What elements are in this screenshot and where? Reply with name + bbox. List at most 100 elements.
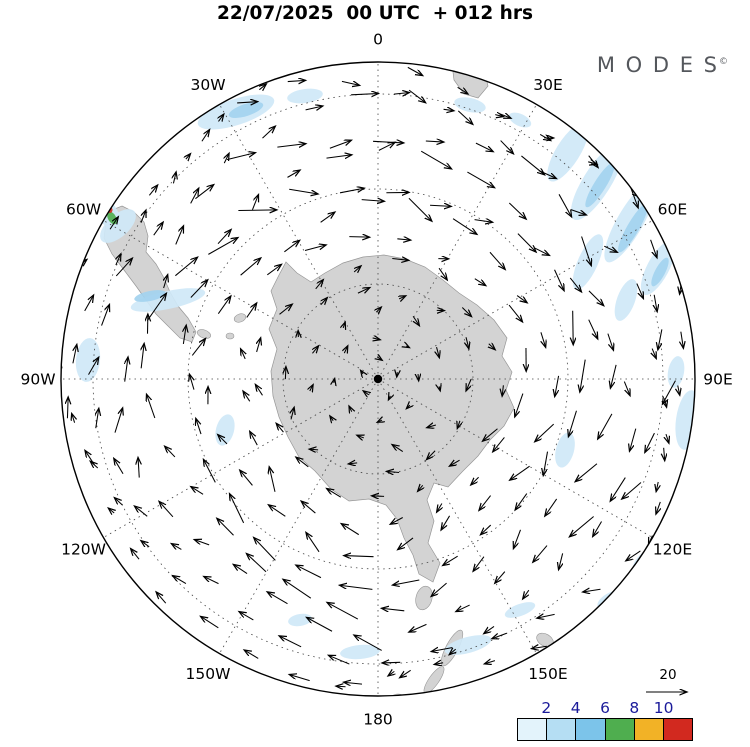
wind-arrow (165, 446, 176, 458)
wind-arrow (474, 278, 486, 286)
shading-patch-light (614, 279, 638, 321)
wind-arrow (398, 537, 414, 550)
meridian-label-180: 180 (363, 711, 393, 729)
wind-arrow (125, 357, 128, 382)
wind-arrow (588, 319, 598, 339)
wind-arrow (156, 592, 167, 604)
wind-arrow (598, 413, 613, 439)
wind-arrow (72, 413, 75, 423)
colorbar-tick: 4 (570, 699, 581, 717)
wind-arrow (390, 517, 403, 524)
modes-logo: M O D E S© (597, 53, 728, 77)
wind-arrow (146, 394, 156, 419)
wind-arrow (164, 275, 168, 289)
wind-arrow (555, 375, 560, 397)
meridian-label-30W: 30W (190, 76, 225, 94)
graticule-latitude (187, 188, 569, 570)
wind-arrow (349, 237, 369, 238)
wind-arrow (190, 280, 208, 298)
island (233, 313, 247, 323)
wind-arrow (650, 239, 657, 258)
wind-arrow (320, 212, 335, 223)
wind-arrow (153, 222, 163, 236)
wind-arrow (541, 332, 546, 347)
wind-arrow (289, 188, 318, 194)
wind-arrow (393, 93, 410, 95)
wind-arrow (148, 185, 157, 196)
wind-arrow (329, 140, 352, 149)
colorbar-segment (662, 719, 693, 740)
wind-arrow (186, 154, 191, 159)
wind-arrow (255, 384, 263, 396)
shading-patch-light (130, 288, 206, 312)
wind-arrow (259, 84, 266, 90)
wind-arrow (173, 172, 176, 184)
colorbar-segment (546, 719, 576, 740)
wind-arrow (280, 688, 294, 689)
wind-arrow (84, 295, 94, 312)
meridian-label-30E: 30E (533, 76, 563, 94)
wind-arrow (573, 310, 574, 345)
wind-arrow (434, 663, 444, 665)
wind-arrow (296, 565, 322, 579)
wind-arrow (471, 476, 479, 485)
wind-arrow (408, 89, 426, 103)
wind-arrow (452, 218, 477, 235)
wind-arrow (115, 258, 132, 277)
wind-arrow (484, 625, 495, 633)
wind-arrow (656, 501, 660, 514)
shading-patch-medium (228, 102, 264, 118)
wind-arrow (330, 416, 333, 421)
wind-arrow (217, 229, 231, 245)
wind-arrow (381, 608, 405, 611)
wind-arrow (581, 236, 592, 266)
wind-arrow (382, 662, 401, 663)
wind-arrow (437, 347, 440, 358)
wind-arrow (141, 541, 150, 547)
graticule-meridian (103, 378, 379, 538)
wind-arrow (343, 322, 345, 328)
graticule-meridian (377, 378, 653, 538)
wind-arrow (244, 650, 259, 659)
wind-arrow (537, 614, 555, 618)
wind-arrow (246, 553, 267, 573)
shading-patch-light (287, 88, 323, 104)
wind-arrow (392, 258, 409, 260)
wind-arrow (636, 283, 644, 299)
wind-arrow (456, 604, 470, 612)
wind-arrow (254, 537, 276, 561)
wind-arrow (339, 585, 373, 590)
wind-arrow (267, 592, 288, 605)
meridian-label-90W: 90W (20, 371, 55, 389)
wind-arrow (277, 144, 306, 147)
wind-arrow (357, 435, 364, 438)
wind-arrow (425, 141, 444, 142)
shading-patch-light (454, 97, 486, 113)
wind-arrow (175, 257, 197, 277)
wind-arrow (296, 457, 309, 468)
wind-arrow (246, 303, 257, 318)
wind-arrow (584, 628, 598, 629)
wind-arrow (341, 80, 360, 85)
wind-arrow (276, 423, 284, 433)
wind-arrow (489, 251, 505, 269)
wind-arrow (138, 457, 139, 478)
wind-arrow (569, 277, 581, 292)
wind-arrow (588, 162, 597, 164)
wind-arrow (666, 433, 669, 443)
wind-arrow (466, 378, 471, 391)
wind-arrow (604, 245, 617, 252)
wind-arrow (229, 494, 245, 524)
wind-arrow (427, 425, 437, 428)
wind-arrow (284, 240, 299, 253)
wind-arrow (195, 185, 213, 200)
wind-arrow (208, 238, 238, 255)
wind-arrow (664, 447, 665, 461)
wind-arrow (534, 247, 550, 256)
wind-arrow (339, 188, 364, 194)
wind-arrow (392, 444, 404, 453)
wind-arrow (570, 209, 586, 215)
wind-arrow (480, 524, 492, 535)
copyright-mark: © (719, 57, 728, 67)
